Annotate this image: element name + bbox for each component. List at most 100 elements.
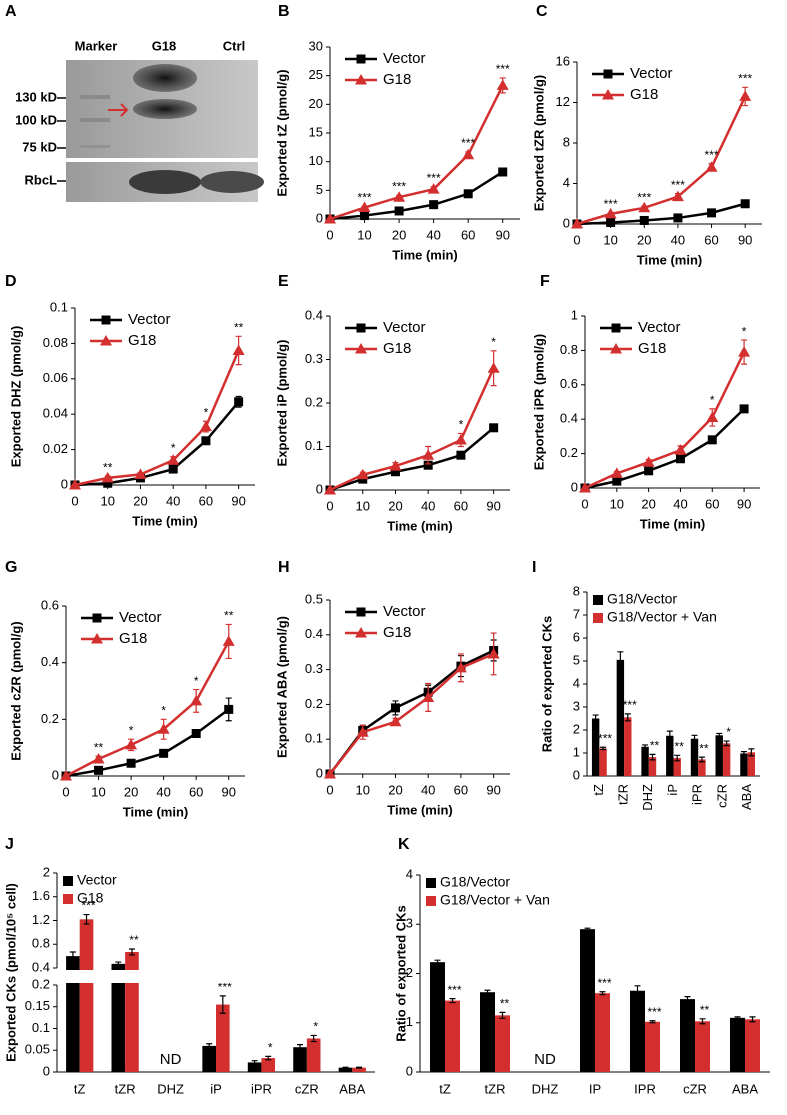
panel-letter: G	[5, 559, 17, 576]
error-bar	[128, 948, 135, 956]
data-point	[610, 467, 623, 478]
panel-letter: J	[5, 836, 14, 853]
data-point	[60, 770, 72, 781]
y-tick-label: 0.2	[305, 696, 323, 711]
y-tick-label: 2	[406, 965, 413, 980]
y-tick-label: 4	[406, 866, 413, 881]
y-tick-label: 1	[571, 307, 578, 322]
data-point	[487, 647, 500, 659]
bar	[648, 757, 657, 776]
y-tick-label: 0.4	[305, 626, 323, 641]
significance: **	[224, 609, 234, 623]
data-point	[324, 768, 336, 779]
series-line	[329, 649, 495, 775]
data-point	[498, 167, 508, 177]
error-bar	[740, 751, 747, 756]
y-tick-label: 0.1	[32, 1020, 50, 1035]
y-tick-label: 0.6	[41, 597, 59, 612]
series-line	[74, 349, 240, 487]
significance: ***	[358, 191, 372, 205]
error-bar	[115, 961, 122, 967]
x-axis-title: Time (min)	[387, 518, 453, 533]
y-tick-label: 0.06	[43, 370, 68, 385]
panel-letter: C	[536, 3, 548, 20]
data-point	[390, 703, 400, 713]
x-tick-label: 20	[637, 232, 651, 247]
x-tick-label: 40	[166, 493, 180, 508]
y-axis-title: Exported iPR (pmol/g)	[531, 334, 546, 471]
significance: ***	[392, 180, 406, 194]
legend-label: Vector	[383, 50, 426, 67]
legend-marker	[602, 89, 614, 100]
x-tick-label: cZR	[714, 784, 729, 808]
x-tick-label: 0	[62, 784, 69, 799]
x-tick-label: 60	[199, 493, 213, 508]
y-tick-label: 0	[316, 481, 323, 496]
legend-label: G18	[630, 86, 658, 103]
data-point	[739, 404, 749, 414]
error-bar	[592, 714, 599, 723]
panel-letter: E	[278, 273, 289, 290]
significance: *	[204, 405, 209, 419]
y-axis-title: Exported tZ (pmol/g)	[274, 69, 289, 196]
data-point	[191, 729, 201, 738]
data-point	[201, 436, 211, 446]
x-tick-label: 0	[573, 232, 580, 247]
data-point	[360, 211, 370, 221]
significance: ***	[647, 1005, 661, 1019]
y-axis-title: Exported CKs (pmol/10⁵ cell)	[3, 883, 18, 1062]
blot-panel: A Marker G18 Ctrl 130 kD 100 kD 75 kD Rb…	[5, 3, 264, 202]
y-tick-label: 0.6	[560, 376, 578, 391]
panel-letter: K	[398, 836, 410, 853]
y-tick-label: 6	[573, 629, 580, 644]
y-tick-label: 1	[573, 744, 580, 759]
bar	[293, 1047, 307, 1072]
x-tick-label: 90	[738, 232, 752, 247]
x-tick-label: DHZ	[157, 1081, 184, 1096]
data-point	[356, 726, 369, 737]
significance: **	[103, 460, 113, 474]
series-line	[329, 426, 495, 492]
series-line	[74, 401, 240, 487]
x-tick-label: 40	[156, 784, 170, 799]
significance: **	[129, 933, 139, 947]
y-tick-label: 0.02	[43, 441, 68, 456]
x-tick-label: 60	[454, 782, 468, 797]
error-bar	[642, 744, 649, 750]
legend-label: G18	[383, 624, 411, 641]
y-tick-label: 3	[406, 916, 413, 931]
bar	[698, 759, 706, 776]
bar	[747, 752, 756, 776]
error-bar	[748, 748, 755, 757]
significance: ***	[597, 976, 611, 990]
legend-marker	[355, 627, 367, 638]
legend-label: G18/Vector	[440, 874, 510, 890]
y-tick-label: 16	[556, 53, 570, 68]
y-tick-label: 2	[573, 721, 580, 736]
x-tick-label: iPR	[251, 1081, 272, 1096]
bar	[247, 1062, 262, 1072]
rbcl-band	[200, 171, 264, 193]
data-point	[456, 450, 466, 460]
x-tick-label: tZ	[439, 1081, 451, 1096]
legend-label: G18/Vector	[607, 591, 677, 607]
error-bar	[484, 989, 491, 995]
data-point	[389, 715, 402, 727]
x-tick-label: ABA	[739, 784, 754, 810]
error-bar	[698, 756, 705, 763]
x-tick-label: 90	[486, 498, 500, 513]
bar	[740, 753, 748, 776]
axis-break	[55, 970, 377, 983]
bar	[338, 1067, 353, 1072]
x-axis-title: Time (min)	[387, 802, 453, 817]
y-axis-title: Exported DHZ (pmol/g)	[8, 326, 23, 468]
bar	[722, 743, 731, 776]
data-point	[101, 471, 114, 483]
bar	[690, 738, 699, 776]
error-bar	[734, 1016, 741, 1020]
data-point	[612, 476, 622, 486]
error-bar	[69, 951, 76, 961]
lane-label: G18	[152, 38, 177, 53]
bar	[673, 758, 681, 776]
